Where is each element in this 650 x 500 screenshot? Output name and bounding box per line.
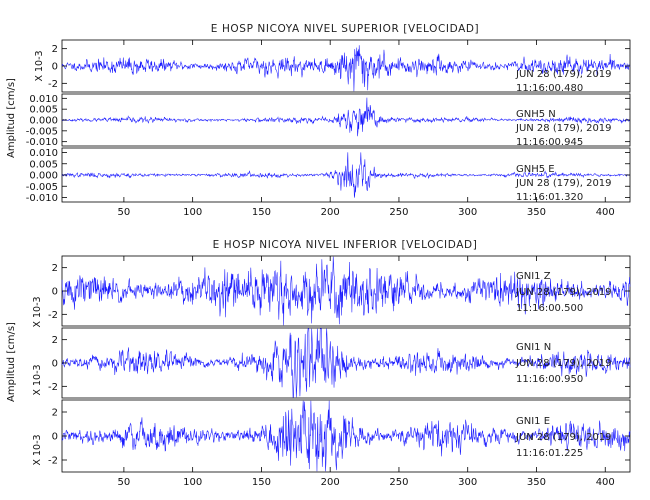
x-tick-label: 250 <box>389 207 408 218</box>
chart-top-title: E HOSP NICOYA NIVEL SUPERIOR [VELOCIDAD] <box>211 23 479 35</box>
y-tick-label: -2 <box>48 79 58 90</box>
y-tick-label: -2 <box>48 310 58 321</box>
panel-bottom-0-scale-label: X 10-3 <box>32 296 43 327</box>
panel-bottom-0: -2 0 2 X 10-3 GNI1 Z JUN 28 (179), 2019 11… <box>32 255 631 328</box>
panel-top-2-station: GNH5 E <box>516 164 555 175</box>
y-tick-label: -0.005 <box>26 182 58 193</box>
panel-bottom-2: -2 0 2 X 10-3 GNI1 E JUN 28 (179), 2019 11… <box>32 399 631 473</box>
x-tick-label: 50 <box>118 207 131 218</box>
series-line <box>61 328 631 398</box>
x-tick-label: 200 <box>321 477 340 488</box>
panel-bottom-2-date: JUN 28 (179), 2019 <box>515 432 612 443</box>
panel-bottom-1-trace <box>61 328 631 398</box>
panel-bottom-0-station: GNI1 Z <box>516 271 551 282</box>
y-tick-label: 0.005 <box>29 159 58 170</box>
panel-bottom-1-date: JUN 28 (179), 2019 <box>515 358 612 369</box>
y-tick-label: 0 <box>52 432 58 443</box>
panel-bottom-0-time: 11:16:00.500 <box>516 303 583 314</box>
x-tick-label: 150 <box>252 207 271 218</box>
panel-bottom-1-yticks: -2 0 2 <box>48 335 630 393</box>
x-tick-label: 300 <box>458 207 477 218</box>
x-tick-label: 400 <box>596 207 615 218</box>
x-tick-label: 300 <box>458 477 477 488</box>
y-tick-label: -0.010 <box>26 137 58 148</box>
y-tick-label: 0.010 <box>29 148 58 159</box>
panel-top-1-date: JUN 28 (179), 2019 <box>515 123 612 134</box>
chart-bottom: E HOSP NICOYA NIVEL INFERIOR [VELOCIDAD]… <box>6 239 631 488</box>
series-line <box>61 152 631 198</box>
panel-bottom-1-scale-label: X 10-3 <box>32 364 43 395</box>
panel-top-0: -2 0 2 X 10-3 JUN 28 (179), 2019 11:16:00.… <box>34 39 631 94</box>
panel-top-0-date: JUN 28 (179), 2019 <box>515 69 612 80</box>
panel-top-1-trace <box>61 97 631 137</box>
panel-bottom-2-time: 11:16:01.225 <box>516 448 583 459</box>
chart-top-xaxis: 50 100 150 200 250 300 350 400 <box>118 40 615 218</box>
y-tick-label: 0.000 <box>29 171 58 182</box>
panel-bottom-1-time: 11:16:00.950 <box>516 374 583 385</box>
y-tick-label: 2 <box>52 263 58 274</box>
y-tick-label: 0 <box>52 62 58 73</box>
y-tick-label: 0 <box>52 287 58 298</box>
chart-bottom-title: E HOSP NICOYA NIVEL INFERIOR [VELOCIDAD] <box>213 239 478 251</box>
panel-bottom-2-scale-label: X 10-3 <box>32 434 43 465</box>
panel-bottom-2-yticks: -2 0 2 <box>48 408 630 467</box>
y-tick-label: 0 <box>52 359 58 370</box>
chart-top-ylabel: Amplitud [cm/s] <box>6 78 17 158</box>
y-tick-label: 0.005 <box>29 105 58 116</box>
panel-top-0-scale-label: X 10-3 <box>34 50 45 81</box>
chart-top: E HOSP NICOYA NIVEL SUPERIOR [VELOCIDAD]… <box>6 23 631 218</box>
panel-bottom-0-trace <box>61 256 631 326</box>
series-line <box>61 400 631 472</box>
y-tick-label: 2 <box>52 44 58 55</box>
y-tick-label: 2 <box>52 408 58 419</box>
panel-top-2-date: JUN 28 (179), 2019 <box>515 178 612 189</box>
x-tick-label: 200 <box>321 207 340 218</box>
panel-bottom-0-date: JUN 28 (179), 2019 <box>515 287 612 298</box>
y-tick-label: -2 <box>48 456 58 467</box>
y-tick-label: 0.010 <box>29 94 58 105</box>
panel-top-0-yticks: -2 0 2 <box>48 44 630 90</box>
x-tick-label: 250 <box>389 477 408 488</box>
panel-bottom-2-station: GNI1 E <box>516 416 550 427</box>
x-tick-label: 100 <box>183 207 202 218</box>
y-tick-label: 2 <box>52 335 58 346</box>
panel-bottom-1: -2 0 2 X 10-3 GNI1 N JUN 28 (179), 2019 11… <box>32 327 631 399</box>
chart-bottom-xaxis: 50 100 150 200 250 300 350 400 <box>118 256 615 488</box>
panel-bottom-0-yticks: -2 0 2 <box>48 263 630 321</box>
series-line <box>61 97 631 137</box>
x-tick-label: 100 <box>183 477 202 488</box>
x-tick-label: 50 <box>118 477 131 488</box>
panel-top-1-station: GNH5 N <box>516 109 556 120</box>
series-line <box>61 256 631 326</box>
x-tick-label: 350 <box>527 477 546 488</box>
panel-top-0-time: 11:16:00.480 <box>516 83 583 94</box>
panel-top-2-trace <box>61 152 631 198</box>
series-line <box>61 45 631 92</box>
panel-bottom-2-trace <box>61 400 631 472</box>
x-tick-label: 350 <box>527 207 546 218</box>
x-tick-label: 150 <box>252 477 271 488</box>
x-tick-label: 400 <box>596 477 615 488</box>
panel-top-0-trace <box>61 45 631 92</box>
y-tick-label: -0.010 <box>26 193 58 204</box>
y-tick-label: 0.000 <box>29 116 58 127</box>
chart-bottom-ylabel: Amplitud [cm/s] <box>6 322 17 402</box>
y-tick-label: -2 <box>48 382 58 393</box>
panel-top-2-time: 11:16:01.320 <box>516 192 583 203</box>
panel-top-1-time: 11:16:00.945 <box>516 137 583 148</box>
panel-bottom-1-station: GNI1 N <box>516 342 551 353</box>
y-tick-label: -0.005 <box>26 126 58 137</box>
